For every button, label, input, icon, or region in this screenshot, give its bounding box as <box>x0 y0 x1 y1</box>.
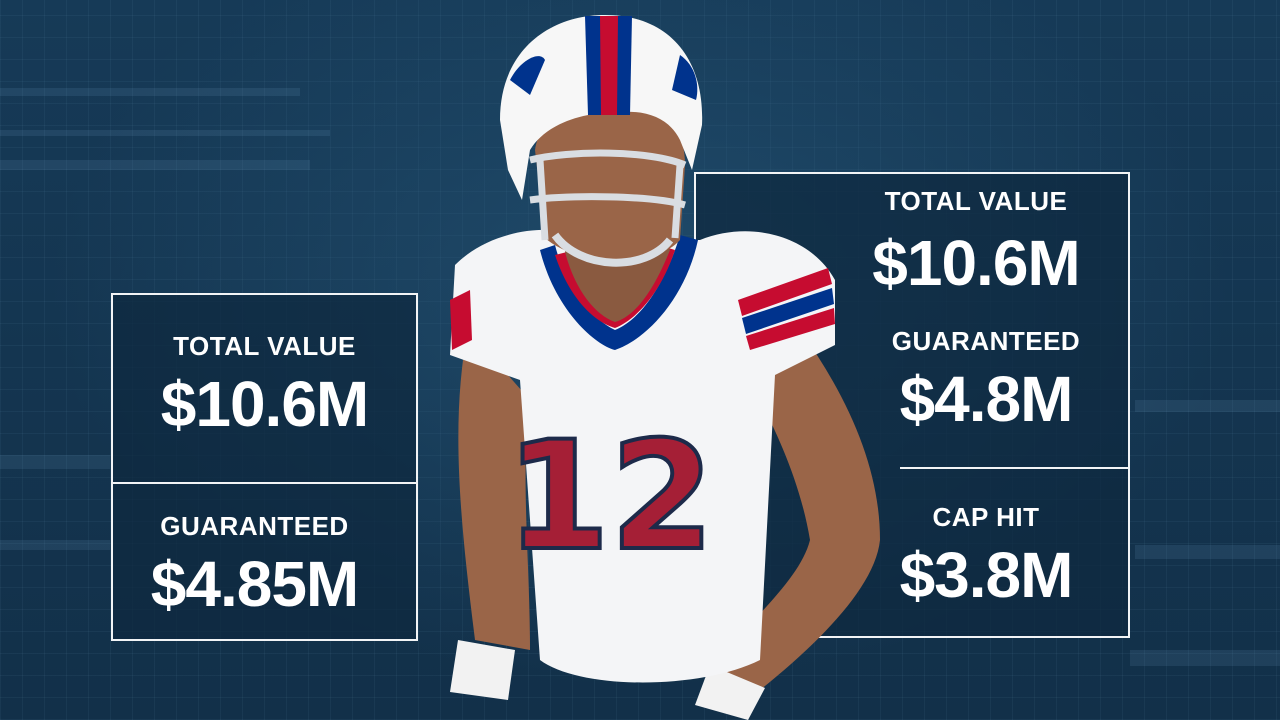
left-guaranteed-block: GUARANTEED $4.85M <box>93 511 416 616</box>
card-divider <box>113 482 416 484</box>
jersey-number: 12 <box>506 410 715 584</box>
guaranteed-label: GUARANTEED <box>891 326 1081 356</box>
cap-hit-amount: $3.8M <box>899 539 1074 611</box>
background-streak <box>0 130 330 136</box>
total-value-amount: $10.6M <box>160 368 369 440</box>
right-total-value-block: TOTAL VALUE $10.6M <box>816 186 1136 295</box>
guaranteed-amount: $4.8M <box>899 363 1074 435</box>
total-value-label: TOTAL VALUE <box>884 186 1068 216</box>
card-divider <box>900 467 1128 469</box>
background-streak <box>0 88 300 96</box>
left-contract-card: TOTAL VALUE $10.6M GUARANTEED $4.85M <box>111 293 418 641</box>
cap-hit-label: CAP HIT <box>932 502 1040 532</box>
background-streak <box>0 455 110 469</box>
total-value-label: TOTAL VALUE <box>173 331 356 361</box>
background-streak <box>0 540 110 550</box>
background-streak <box>1135 545 1280 559</box>
total-value-amount: $10.6M <box>872 227 1080 299</box>
background-streak <box>0 160 310 170</box>
right-cap-hit-block: CAP HIT $3.8M <box>836 502 1136 607</box>
player-illustration: 12 <box>450 15 880 720</box>
background-streak <box>1135 400 1280 412</box>
background-streak <box>1130 650 1280 666</box>
left-total-value-block: TOTAL VALUE $10.6M <box>113 331 416 436</box>
guaranteed-label: GUARANTEED <box>160 511 349 541</box>
guaranteed-amount: $4.85M <box>150 548 359 620</box>
right-guaranteed-block: GUARANTEED $4.8M <box>836 326 1136 431</box>
